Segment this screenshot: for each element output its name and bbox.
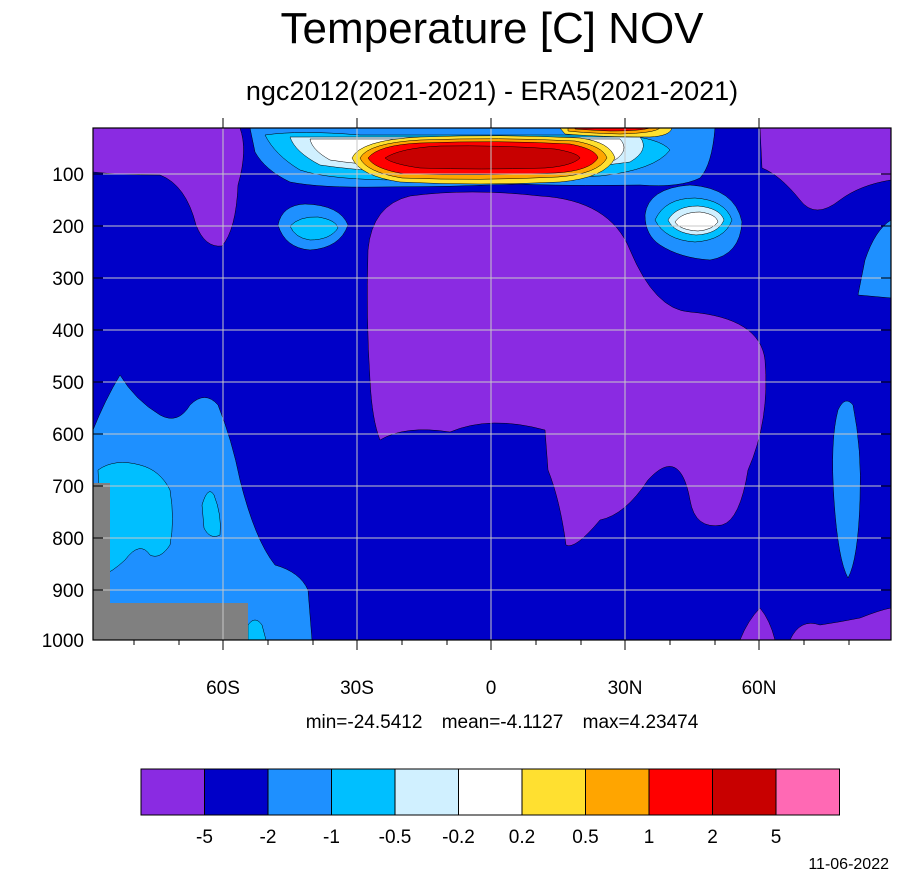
colorbar-swatch <box>775 768 840 816</box>
colorbar-level-label: 0.2 <box>509 827 535 848</box>
x-tick-label: 30S <box>340 678 374 699</box>
y-tick-label: 700 <box>52 477 84 498</box>
chart-subtitle: ngc2012(2021-2021) - ERA5(2021-2021) <box>245 76 739 106</box>
contour-darkred-core <box>384 145 581 170</box>
stat-max: max=4.23474 <box>582 712 699 733</box>
colorbar-swatch <box>394 768 459 816</box>
stat-mean: mean=-4.1127 <box>441 712 564 733</box>
contour-purple-ne <box>759 128 891 211</box>
y-tick-label: 100 <box>52 165 84 186</box>
colorbar-level-label: 0.5 <box>572 827 598 848</box>
colorbar-swatch <box>204 768 269 816</box>
y-tick-label: 200 <box>52 217 84 238</box>
colorbar-swatch <box>648 768 713 816</box>
y-tick-label: 500 <box>52 373 84 394</box>
contour-red-top <box>574 128 651 132</box>
x-tick-label: 30N <box>608 678 643 699</box>
chart-title: Temperature [C] NOV <box>280 4 704 53</box>
contour-cyan-sw <box>97 462 173 576</box>
contour-cyan-sw-small <box>201 491 221 537</box>
contour-blue-east-lens <box>832 400 861 579</box>
contour-purple-se <box>739 607 891 640</box>
y-tick-label: 800 <box>52 529 84 550</box>
summary-stats: min=-24.5412 mean=-4.1127 max=4.23474 <box>0 712 901 734</box>
colorbar-level-label: -0.5 <box>379 827 412 848</box>
colorbar-swatch <box>331 768 396 816</box>
contour-cyan-bottom <box>247 619 267 640</box>
colorbar: -5 -2 -1 -0.5 -0.2 0.2 0.5 1 2 5 <box>140 768 840 848</box>
colorbar-swatch <box>267 768 332 816</box>
colorbar-level-label: -0.2 <box>442 827 475 848</box>
colorbar-level-label: -1 <box>323 827 340 848</box>
colorbar-swatch <box>140 768 205 816</box>
x-tick-label: 60S <box>206 678 240 699</box>
y-tick-label: 600 <box>52 425 84 446</box>
y-tick-label: 1000 <box>42 631 84 652</box>
x-ticks <box>133 118 850 650</box>
contour-cyan-200-left <box>289 216 339 241</box>
stat-min: min=-24.5412 <box>305 712 423 733</box>
plot-date: 11-06-2022 <box>808 856 889 873</box>
colorbar-swatch <box>458 768 523 816</box>
y-tick-label: 300 <box>52 269 84 290</box>
colorbar-level-label: 1 <box>644 827 655 848</box>
colorbar-swatch <box>712 768 777 816</box>
colorbar-swatch <box>521 768 586 816</box>
y-tick-label: 400 <box>52 321 84 342</box>
colorbar-swatch <box>585 768 650 816</box>
colorbar-level-label: 2 <box>707 827 718 848</box>
colorbar-level-label: -5 <box>196 827 213 848</box>
grid-lines <box>93 128 891 640</box>
missing-data-mask <box>93 483 248 640</box>
colorbar-level-label: -2 <box>260 827 277 848</box>
colorbar-level-label: 5 <box>771 827 782 848</box>
contour-purple-center <box>367 191 767 546</box>
y-tick-label: 900 <box>52 581 84 602</box>
x-tick-label: 60N <box>742 678 777 699</box>
contour-purple-nw <box>93 128 244 247</box>
plot-frame <box>92 127 892 641</box>
x-tick-label: 0 <box>486 678 497 699</box>
y-ticks <box>93 173 891 641</box>
